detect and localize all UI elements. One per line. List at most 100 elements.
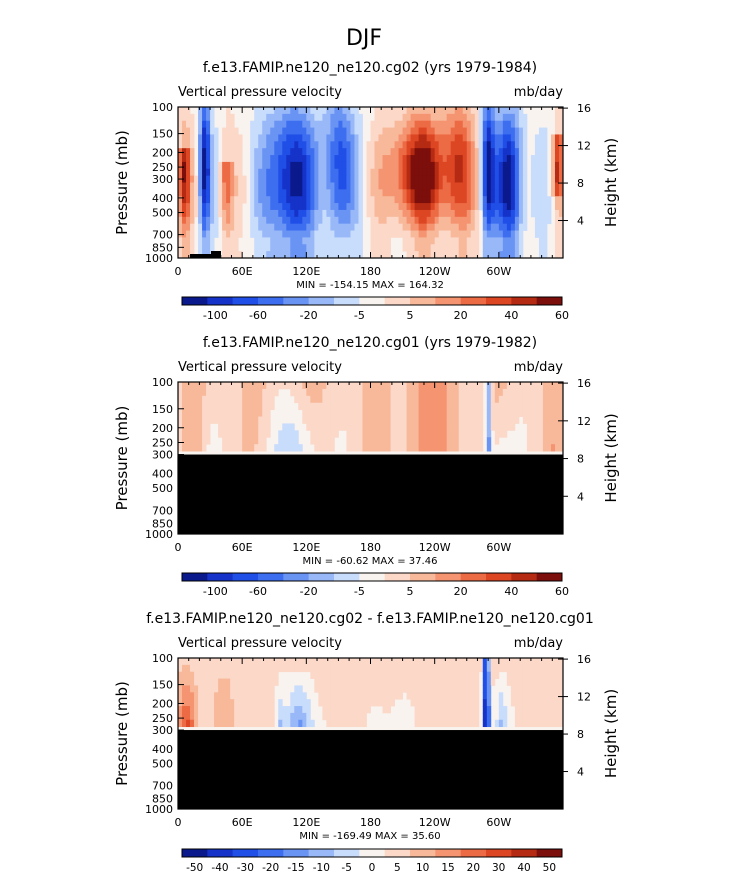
heatmap-cell bbox=[198, 113, 203, 122]
heatmap-cell bbox=[342, 678, 347, 686]
heatmap-cell bbox=[382, 168, 387, 177]
heatmap-cell bbox=[498, 223, 504, 231]
heatmap-cell bbox=[518, 706, 524, 714]
heatmap-cell bbox=[490, 148, 496, 156]
heatmap-cell bbox=[406, 196, 411, 204]
heatmap-cell bbox=[262, 168, 267, 177]
heatmap-cell bbox=[390, 685, 395, 693]
heatmap-cell bbox=[530, 395, 536, 404]
heatmap-cell bbox=[462, 175, 468, 183]
heatmap-cell bbox=[290, 444, 295, 452]
heatmap-cell bbox=[542, 127, 548, 135]
heatmap-cell bbox=[286, 161, 291, 170]
y-tick-label: 700 bbox=[152, 780, 173, 793]
heatmap-cell bbox=[462, 409, 468, 417]
heatmap-cell bbox=[482, 209, 488, 218]
heatmap-cell bbox=[214, 189, 219, 197]
heatmap-cell bbox=[182, 216, 187, 225]
heatmap-cell bbox=[534, 382, 540, 390]
heatmap-cell bbox=[230, 699, 235, 707]
heatmap-cell bbox=[350, 706, 355, 714]
heatmap-cell bbox=[506, 230, 512, 238]
heatmap-cell bbox=[526, 416, 532, 424]
heatmap-cell bbox=[390, 699, 395, 707]
heatmap-cell bbox=[354, 699, 359, 707]
heatmap-cell bbox=[310, 127, 315, 135]
heatmap-cell bbox=[514, 244, 520, 252]
heatmap-cell bbox=[414, 209, 420, 218]
heatmap-cell bbox=[222, 168, 227, 177]
heatmap-cell bbox=[242, 382, 247, 390]
heatmap-cell bbox=[490, 175, 496, 183]
heatmap-cell bbox=[498, 251, 504, 259]
heatmap-cell bbox=[474, 251, 480, 259]
heatmap-cell bbox=[294, 230, 299, 238]
colorbar-swatch bbox=[410, 849, 436, 857]
heatmap-cell bbox=[226, 223, 231, 231]
heatmap-cell bbox=[194, 416, 199, 424]
heatmap-cell bbox=[226, 216, 231, 225]
heatmap-cell bbox=[182, 706, 187, 714]
heatmap-cell bbox=[278, 712, 283, 721]
heatmap-cell bbox=[446, 107, 452, 115]
heatmap-cell bbox=[446, 692, 452, 700]
heatmap-cell bbox=[210, 402, 215, 411]
heatmap-cell bbox=[294, 237, 299, 245]
heatmap-cell bbox=[302, 409, 307, 417]
heatmap-cell bbox=[306, 409, 311, 417]
variable-label: Vertical pressure velocity bbox=[178, 85, 342, 100]
heatmap-cell bbox=[534, 216, 540, 225]
heatmap-cell bbox=[370, 402, 375, 411]
heatmap-cell bbox=[182, 134, 187, 142]
heatmap-cell bbox=[210, 382, 215, 390]
heatmap-cell bbox=[550, 382, 556, 390]
heatmap-cell bbox=[230, 182, 235, 190]
colorbar-swatch bbox=[258, 297, 284, 305]
heatmap-cell bbox=[558, 107, 564, 115]
heatmap-cell bbox=[266, 658, 271, 666]
heatmap-cell bbox=[382, 671, 387, 679]
heatmap-cell bbox=[442, 120, 448, 128]
heatmap-cell bbox=[206, 699, 211, 707]
heatmap-cell bbox=[218, 712, 223, 721]
heatmap-cell bbox=[430, 664, 436, 673]
heatmap-cell bbox=[374, 382, 379, 390]
heatmap-cell bbox=[286, 658, 291, 666]
heatmap-cell bbox=[178, 382, 183, 390]
heatmap-cell bbox=[270, 113, 275, 122]
heatmap-cell bbox=[198, 196, 203, 204]
heatmap-cell bbox=[206, 395, 211, 404]
heatmap-cell bbox=[454, 712, 460, 721]
heatmap-cell bbox=[234, 223, 239, 231]
colorbar-frame bbox=[181, 296, 563, 306]
heatmap-cell bbox=[458, 409, 464, 417]
heatmap-cell bbox=[190, 416, 195, 424]
heatmap-cell bbox=[230, 113, 235, 122]
heatmap-cell bbox=[446, 189, 452, 197]
heatmap-cell bbox=[282, 127, 287, 135]
heatmap-cell bbox=[466, 182, 472, 190]
heatmap-cell bbox=[530, 444, 536, 452]
heatmap-cell bbox=[374, 678, 379, 686]
heatmap-cell bbox=[298, 155, 303, 163]
heatmap-cell bbox=[542, 416, 548, 424]
heatmap-cell bbox=[342, 203, 347, 211]
heatmap-cell bbox=[446, 113, 452, 122]
heatmap-cell bbox=[390, 134, 395, 142]
heatmap-cell bbox=[442, 237, 448, 245]
heatmap-cell bbox=[302, 161, 307, 170]
heatmap-cell bbox=[522, 409, 528, 417]
heatmap-cell bbox=[230, 437, 235, 445]
heatmap-cell bbox=[454, 237, 460, 245]
heatmap-cell bbox=[554, 402, 560, 411]
heatmap-cell bbox=[238, 223, 243, 231]
heatmap-cell bbox=[198, 209, 203, 218]
heatmap-cell bbox=[230, 230, 235, 238]
heatmap-cell bbox=[554, 685, 560, 693]
heatmap-cell bbox=[334, 244, 339, 252]
heatmap-cell bbox=[522, 223, 528, 231]
heatmap-cell bbox=[258, 216, 263, 225]
heatmap-cell bbox=[222, 395, 227, 404]
heatmap-cell bbox=[478, 388, 484, 397]
heatmap-cell bbox=[338, 706, 343, 714]
